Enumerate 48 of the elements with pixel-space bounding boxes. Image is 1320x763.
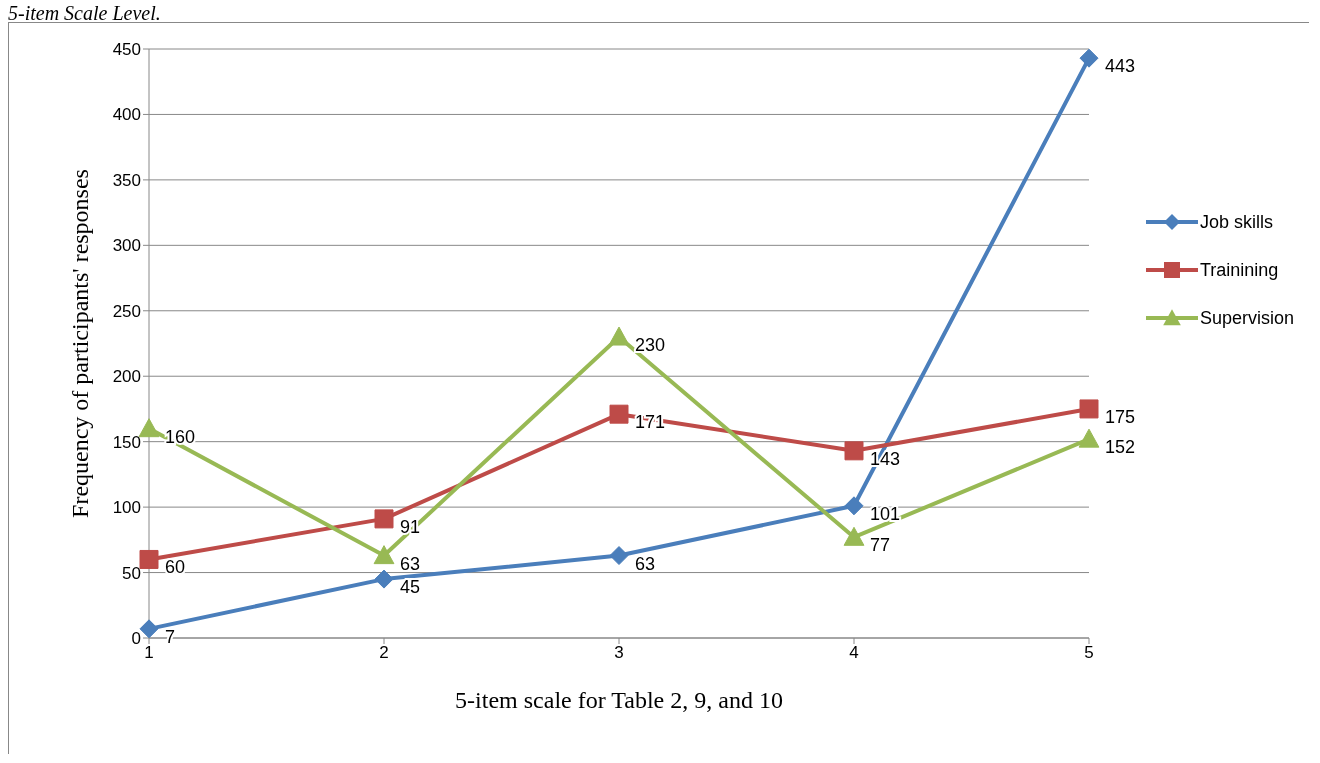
data-label: 77: [870, 535, 891, 556]
point: [374, 509, 394, 529]
point: [373, 545, 395, 565]
y-tick-label: 150: [112, 432, 141, 452]
y-tick-label: 200: [112, 367, 141, 387]
data-label: 230: [635, 334, 666, 355]
y-tick-label: 250: [112, 301, 141, 321]
data-label: 152: [1105, 437, 1136, 458]
point: [844, 441, 864, 461]
x-tick-label: 4: [849, 643, 859, 663]
x-tick-label: 3: [614, 643, 624, 663]
data-label: 45: [400, 577, 421, 598]
data-label: 63: [635, 553, 656, 574]
point: [1079, 49, 1099, 68]
point: [609, 404, 629, 424]
data-label: 101: [870, 503, 901, 524]
x-tick-label: 5: [1084, 643, 1094, 663]
point: [139, 619, 159, 638]
chart-title: 5-item Scale Level.: [8, 2, 161, 25]
data-label: 7: [165, 626, 176, 647]
point: [139, 549, 159, 569]
point: [1078, 428, 1100, 448]
y-tick-label: 100: [112, 498, 141, 518]
y-tick-label: 400: [112, 105, 141, 125]
legend-label: Trainining: [1199, 259, 1279, 281]
y-tick-label: 450: [112, 40, 141, 60]
data-label: 60: [165, 557, 186, 578]
legend-label: Job skills: [1199, 211, 1273, 233]
data-label: 443: [1105, 56, 1136, 77]
y-axis-title: Frequency of participants' responses: [66, 169, 93, 518]
y-tick-label: 0: [131, 629, 141, 649]
data-label: 63: [400, 553, 421, 574]
point: [844, 496, 864, 516]
point: [1079, 399, 1099, 419]
x-axis-title: 5-item scale for Table 2, 9, and 10: [455, 687, 783, 713]
x-tick-label: 2: [379, 643, 389, 663]
data-label: 175: [1105, 406, 1136, 427]
point: [843, 526, 865, 546]
y-tick-label: 350: [112, 170, 141, 190]
point: [374, 569, 394, 589]
legend-label: Supervision: [1199, 307, 1294, 329]
point: [609, 546, 629, 566]
y-tick-label: 300: [112, 236, 141, 256]
point: [608, 326, 630, 346]
point: [138, 418, 160, 438]
y-tick-label: 50: [122, 563, 141, 583]
data-label: 160: [165, 426, 196, 447]
x-tick-label: 1: [144, 643, 154, 663]
